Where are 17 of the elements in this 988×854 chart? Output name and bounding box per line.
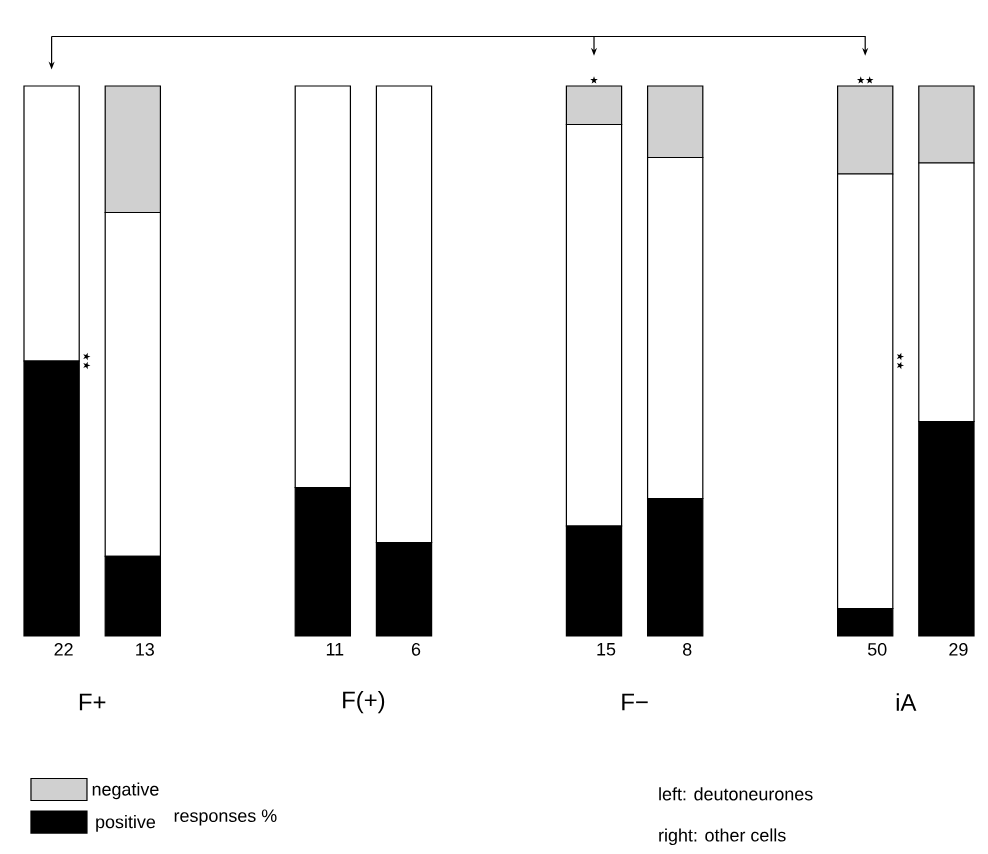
text: F(+) xyxy=(343,690,385,714)
x-tick-label: 8 xyxy=(683,643,692,656)
x-tick-label: 6 xyxy=(411,643,421,656)
text: right: other cells xyxy=(659,828,786,846)
legend-label: positive xyxy=(96,815,156,832)
x-tick-label: 15 xyxy=(597,643,616,656)
x-tick-label: 29 xyxy=(949,643,968,656)
x-tick-label: 50 xyxy=(867,643,887,656)
x-tick-label: 22 xyxy=(54,643,73,656)
text: F+ xyxy=(79,693,106,711)
text: left: deutoneurones xyxy=(659,787,813,801)
text: F− xyxy=(622,693,648,711)
x-tick-label: 13 xyxy=(136,643,154,656)
x-tick-label: 11 xyxy=(326,643,344,656)
legend-title: responses % xyxy=(174,809,277,826)
text: iA xyxy=(896,693,917,711)
legend-label: negative xyxy=(92,782,159,800)
